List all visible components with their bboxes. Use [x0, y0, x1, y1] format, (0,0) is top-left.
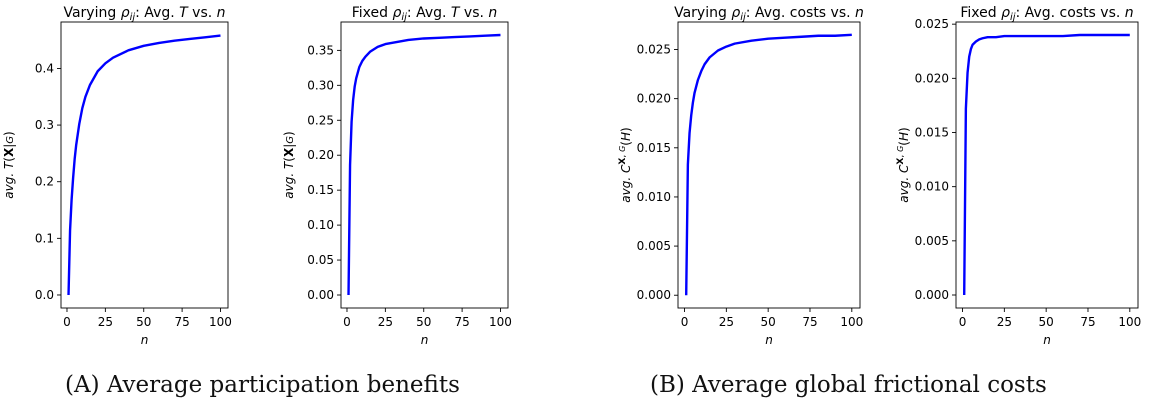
chart3-xtick-label: 50: [761, 315, 776, 329]
chart2-ytick-label: 0.10: [307, 218, 334, 232]
chart3-ytick-label: 0.000: [637, 288, 671, 302]
chart1-ytick-label: 0.1: [35, 231, 54, 245]
chart4-xtick-label: 25: [997, 315, 1012, 329]
chart4-series-line: [963, 33, 1130, 296]
chart1-xtick-label: 0: [63, 315, 71, 329]
chart2-xtick-label: 0: [343, 315, 351, 329]
chart1-title: Varying ρij: Avg. T vs. n: [63, 5, 225, 23]
chart2-ytick-label: 0.15: [307, 183, 334, 197]
chart3-ytick-label: 0.020: [637, 92, 671, 106]
chart4-ytick-label: 0.025: [915, 17, 949, 31]
chart1-xtick-label: 100: [209, 315, 232, 329]
chart3-ytick-label: 0.015: [637, 141, 671, 155]
chart2-xtick-label: 100: [489, 315, 512, 329]
chart4-ytick-label: 0.010: [915, 180, 949, 194]
chart1-xtick-label: 25: [98, 315, 113, 329]
chart4-xtick-label: 75: [1080, 315, 1095, 329]
chart3-xtick-label: 100: [840, 315, 863, 329]
chart4-frame: [955, 21, 1139, 309]
chart3: 0 25 50 75 100 0.000 0.005 0.010 0.015 0.020 0.025…: [618, 5, 864, 347]
chart4: 0 25 50 75 100 0.000 0.005 0.010 0.015 0.020 0.025…: [896, 5, 1141, 347]
chart2-ytick-label: 0.30: [307, 78, 334, 92]
chart1-ytick-label: 0.3: [35, 118, 54, 132]
chart2: 0 25 50 75 100 0.00 0.05 0.10 0.15 0.20 0.25 0.30 0.…: [282, 5, 512, 347]
chart2-ytick-label: 0.25: [307, 113, 334, 127]
chart3-ytick-label: 0.005: [637, 239, 671, 253]
chart1: 0 25 50 75 100 0.0 0.1 0.2 0.3 0.4 n Varying ρij: A…: [2, 5, 232, 347]
chart1-xlabel: n: [141, 333, 149, 347]
chart4-ytick-label: 0.015: [915, 126, 949, 140]
chart2-xtick-label: 25: [378, 315, 393, 329]
chart2-ytick-label: 0.20: [307, 148, 334, 162]
chart4-xtick-label: 100: [1118, 315, 1141, 329]
chart3-ytick-label: 0.010: [637, 190, 671, 204]
chart2-title: Fixed ρij: Avg. T vs. n: [352, 5, 498, 23]
chart2-xlabel: n: [421, 333, 429, 347]
chart2-ytick-label: 0.05: [307, 253, 334, 267]
chart4-xtick-label: 0: [959, 315, 967, 329]
chart2-ytick-label: 0.00: [307, 288, 334, 302]
chart3-ylabel: avg. CX, G(H): [618, 127, 633, 202]
chart3-xlabel: n: [765, 333, 773, 347]
chart2-ylabel: avg. T(X|G): [282, 131, 296, 198]
chart3-series-line: [685, 33, 852, 296]
chart3-xtick-label: 0: [681, 315, 689, 329]
chart2-ytick-label: 0.35: [307, 43, 334, 57]
chart1-ytick-label: 0.0: [35, 288, 54, 302]
caption-a: (A) Average participation benefits: [65, 372, 460, 398]
chart3-xtick-label: 25: [719, 315, 734, 329]
chart4-xlabel: n: [1043, 333, 1051, 347]
chart2-series-line: [347, 33, 501, 296]
chart1-frame: [60, 21, 229, 309]
chart2-frame: [340, 21, 509, 309]
chart2-xtick-label: 75: [454, 315, 469, 329]
chart1-ytick-label: 0.4: [35, 61, 54, 75]
chart1-series-line: [67, 34, 221, 295]
caption-b: (B) Average global frictional costs: [650, 372, 1047, 398]
chart3-title: Varying ρij: Avg. costs vs. n: [674, 5, 864, 23]
chart1-ylabel: avg. T(X|G): [2, 131, 16, 198]
chart4-ytick-label: 0.020: [915, 71, 949, 85]
chart4-ytick-label: 0.000: [915, 288, 949, 302]
chart3-xtick-label: 75: [802, 315, 817, 329]
chart4-title: Fixed ρij: Avg. costs vs. n: [960, 5, 1133, 23]
chart4-xtick-label: 50: [1039, 315, 1054, 329]
chart1-ytick-label: 0.2: [35, 175, 54, 189]
chart4-ytick-label: 0.005: [915, 234, 949, 248]
chart2-xtick-label: 50: [416, 315, 431, 329]
chart3-ytick-label: 0.025: [637, 43, 671, 57]
chart4-ylabel: avg. CX, G(H): [896, 127, 911, 202]
chart1-xtick-label: 50: [136, 315, 151, 329]
chart3-frame: [677, 21, 861, 309]
chart1-xtick-label: 75: [174, 315, 189, 329]
